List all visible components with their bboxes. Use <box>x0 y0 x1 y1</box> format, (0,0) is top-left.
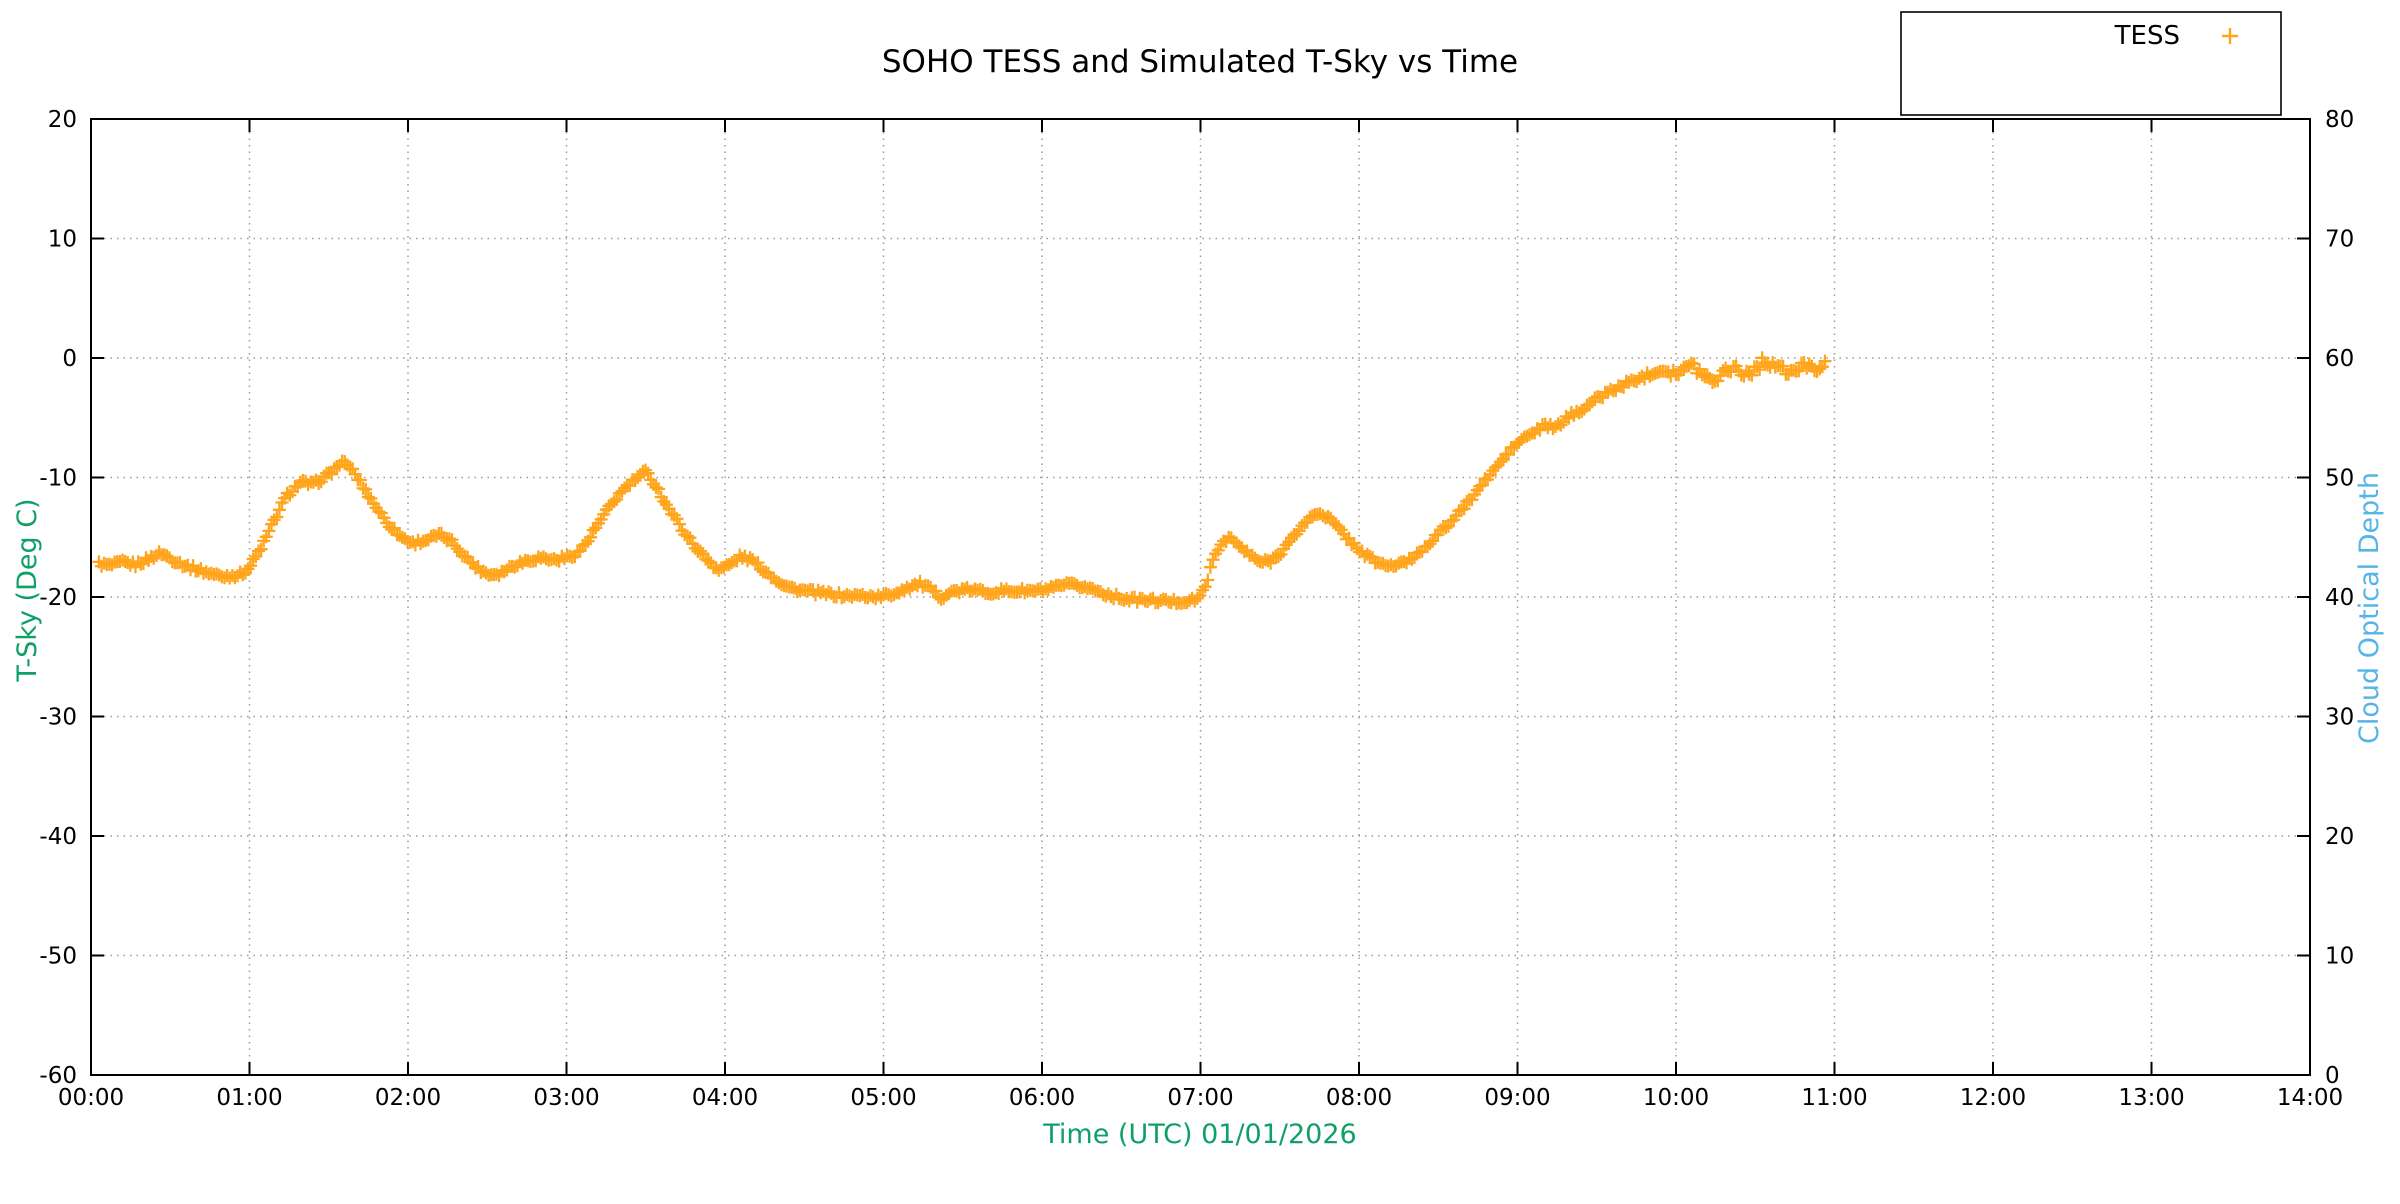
x-tick-label: 09:00 <box>1484 1085 1550 1111</box>
x-axis-label: Time (UTC) 01/01/2026 <box>1042 1119 1356 1150</box>
y-axis-right-label: Cloud Optical Depth <box>2354 472 2385 744</box>
x-tick-label: 00:00 <box>58 1085 124 1111</box>
y-left-tick-label: 20 <box>48 107 77 133</box>
y-axis-left-label: T-Sky (Deg C) <box>12 498 43 682</box>
y-left-tick-label: 0 <box>62 346 77 372</box>
y-right-tick-label: 20 <box>2325 824 2354 850</box>
y-left-tick-label: -10 <box>39 466 77 492</box>
y-right-tick-label: 30 <box>2325 705 2354 731</box>
chart-title: SOHO TESS and Simulated T-Sky vs Time <box>882 44 1518 80</box>
y-left-tick-label: -60 <box>39 1063 77 1089</box>
legend-box <box>1900 11 2282 116</box>
axis-tick-labels: 00:00 01:00 02:00 03:00 04:00 05:00 06:00 07:00… <box>39 107 2354 1111</box>
x-tick-label: 07:00 <box>1167 1085 1233 1111</box>
x-tick-label: 11:00 <box>1801 1085 1867 1111</box>
legend: TESS <box>1900 11 2282 116</box>
y-right-tick-label: 50 <box>2325 466 2354 492</box>
x-tick-label: 10:00 <box>1643 1085 1709 1111</box>
y-left-tick-label: -30 <box>39 705 77 731</box>
y-right-tick-label: 10 <box>2325 944 2354 970</box>
y-right-tick-label: 40 <box>2325 585 2354 611</box>
tess-data-points <box>92 351 1832 611</box>
y-left-tick-label: -40 <box>39 824 77 850</box>
y-right-tick-label: 70 <box>2325 227 2354 253</box>
x-tick-label: 05:00 <box>850 1085 916 1111</box>
x-tick-label: 04:00 <box>692 1085 758 1111</box>
y-right-tick-label: 60 <box>2325 346 2354 372</box>
x-tick-label: 13:00 <box>2118 1085 2184 1111</box>
y-left-tick-label: -50 <box>39 944 77 970</box>
legend-label-tess: TESS <box>2114 21 2180 51</box>
x-tick-label: 01:00 <box>216 1085 282 1111</box>
y-right-tick-label: 80 <box>2325 107 2354 133</box>
series-tess-markers <box>92 351 1832 611</box>
plot-area-border <box>90 118 2311 1076</box>
y-left-tick-label: -20 <box>39 585 77 611</box>
x-tick-label: 03:00 <box>533 1085 599 1111</box>
x-tick-label: 08:00 <box>1326 1085 1392 1111</box>
y-left-tick-label: 10 <box>48 227 77 253</box>
x-tick-label: 06:00 <box>1009 1085 1075 1111</box>
legend-plus-marker-icon <box>2222 28 2238 44</box>
y-right-tick-label: 0 <box>2325 1063 2340 1089</box>
x-tick-label: 02:00 <box>375 1085 441 1111</box>
x-tick-label: 12:00 <box>1960 1085 2026 1111</box>
x-tick-label: 14:00 <box>2277 1085 2343 1111</box>
